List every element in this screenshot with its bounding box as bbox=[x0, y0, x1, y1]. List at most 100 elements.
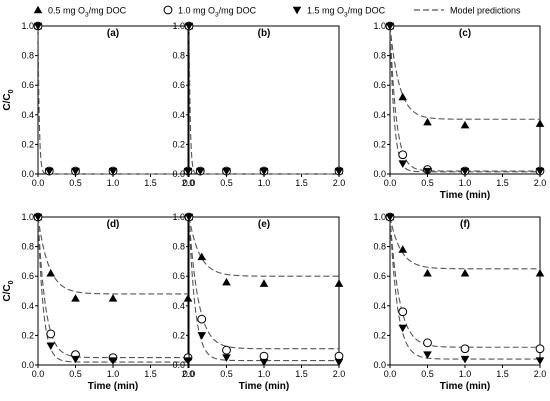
y-tick-label: 0.4 bbox=[373, 110, 386, 120]
model-curve bbox=[389, 216, 540, 270]
x-tick-label: 0.5 bbox=[220, 369, 233, 379]
data-point bbox=[33, 22, 43, 31]
data-point bbox=[44, 167, 54, 176]
model-curve bbox=[37, 216, 188, 295]
data-point bbox=[398, 324, 408, 333]
data-point bbox=[183, 294, 193, 302]
y-tick-label: 0.4 bbox=[172, 110, 185, 120]
x-tick-label: 2.0 bbox=[534, 369, 547, 379]
data-point bbox=[222, 354, 231, 362]
y-tick-label: 0.2 bbox=[373, 139, 386, 149]
x-tick-label: 1.5 bbox=[496, 369, 509, 379]
data-point bbox=[398, 307, 408, 317]
y-tick-label: 0.8 bbox=[21, 242, 34, 252]
model-curve bbox=[389, 25, 540, 120]
x-tick-label: 0.0 bbox=[384, 178, 397, 188]
y-tick-label: 0.4 bbox=[172, 301, 185, 311]
data-point bbox=[535, 268, 545, 277]
data-point bbox=[423, 268, 432, 277]
model-curve bbox=[37, 25, 188, 175]
data-point bbox=[423, 351, 432, 359]
x-tick-label: 0.5 bbox=[421, 369, 434, 379]
x-axis-label: Time (min) bbox=[239, 381, 289, 392]
y-tick-label: 0.2 bbox=[172, 139, 185, 149]
data-point bbox=[259, 358, 269, 367]
data-point bbox=[398, 245, 408, 253]
x-tick-label: 0.0 bbox=[183, 369, 196, 379]
y-tick-label: 0.4 bbox=[21, 301, 34, 311]
y-tick-label: 0.2 bbox=[21, 330, 34, 340]
data-point bbox=[385, 213, 395, 222]
x-tick-label: 0.5 bbox=[69, 178, 82, 188]
data-point bbox=[460, 268, 470, 277]
data-point bbox=[195, 167, 205, 176]
x-tick-label: 1.0 bbox=[258, 178, 271, 188]
y-tick-label: 0.0 bbox=[373, 360, 386, 370]
x-tick-label: 2.0 bbox=[333, 178, 346, 188]
data-point bbox=[222, 345, 231, 355]
data-point bbox=[108, 167, 118, 176]
plot-frame bbox=[188, 216, 340, 366]
chart-panel: 0.0 0.5 1.0 1.5 2.00.00.20.40.60.81.0(a)C/C0 bbox=[2, 21, 194, 188]
x-tick-label: 1.0 bbox=[258, 369, 271, 379]
legend: 0.5 mg O3/mg DOC 1.0 mg O3/mg DOC 1.5 mg O… bbox=[33, 5, 521, 19]
x-tick-label: 1.0 bbox=[459, 369, 472, 379]
y-tick-label: 0.0 bbox=[373, 169, 386, 179]
data-point bbox=[184, 22, 194, 31]
chart-panel: 0.0 0.5 1.0 1.5 2.0 0.0 0.2 0.4 0.6 0.8 1.0 (c) Time… bbox=[373, 21, 546, 201]
x-tick-label: 1.0 bbox=[107, 369, 120, 379]
model-curve bbox=[188, 216, 339, 350]
data-point bbox=[334, 358, 344, 367]
y-tick-label: 0.8 bbox=[172, 51, 185, 61]
x-tick-label: 2.0 bbox=[534, 178, 547, 188]
x-tick-label: 2.0 bbox=[333, 369, 346, 379]
x-tick-label: 2.0 bbox=[182, 178, 195, 188]
data-point bbox=[71, 294, 80, 302]
data-point bbox=[71, 355, 80, 364]
chart-panel: 0.0 0.5 1.0 1.5 2.00.00.20.40.60.81.0(d)Time… bbox=[2, 212, 194, 392]
data-point bbox=[460, 120, 470, 129]
data-point bbox=[183, 167, 193, 176]
y-tick-label: 0.4 bbox=[21, 110, 34, 120]
x-axis-label: Time (min) bbox=[440, 381, 490, 392]
x-axis-label: Time (min) bbox=[88, 381, 138, 392]
data-point bbox=[184, 213, 194, 222]
legend-item: Model predictions bbox=[414, 6, 521, 16]
data-point bbox=[535, 357, 545, 365]
panel-label: (d) bbox=[107, 219, 120, 230]
y-tick-label: 0.0 bbox=[21, 169, 34, 179]
data-point bbox=[423, 338, 432, 348]
x-tick-label: 0.0 bbox=[32, 369, 45, 379]
plot-frame bbox=[389, 25, 541, 175]
y-tick-label: 0.0 bbox=[172, 360, 185, 370]
x-tick-label: 1.5 bbox=[144, 369, 157, 379]
y-tick-label: 0.8 bbox=[373, 51, 386, 61]
data-point bbox=[259, 279, 269, 287]
legend-item: 1.5 mg O3/mg DOC bbox=[292, 6, 386, 19]
y-axis-label: C/C0 bbox=[2, 280, 15, 301]
data-point bbox=[385, 22, 395, 31]
y-tick-label: 0.8 bbox=[373, 242, 386, 252]
x-tick-label: 1.0 bbox=[459, 178, 472, 188]
chart-panel: 0.0 0.5 1.0 1.5 2.0 0.0 0.2 0.4 0.6 0.8 1.0 (f) Time… bbox=[373, 212, 546, 392]
data-point bbox=[423, 117, 432, 126]
data-point bbox=[46, 268, 56, 277]
panel-label: (e) bbox=[258, 219, 270, 230]
plot-frame bbox=[37, 216, 189, 366]
legend-label: Model predictions bbox=[450, 6, 521, 16]
y-tick-label: 1.0 bbox=[373, 21, 386, 31]
y-tick-label: 0.2 bbox=[373, 330, 386, 340]
x-tick-label: 1.5 bbox=[295, 369, 308, 379]
y-tick-label: 0.2 bbox=[21, 139, 34, 149]
y-tick-label: 0.6 bbox=[172, 80, 185, 90]
legend-label: 0.5 mg O3/mg DOC bbox=[48, 6, 127, 19]
data-point bbox=[222, 167, 231, 176]
y-axis-label: C/C0 bbox=[2, 89, 15, 110]
model-curve bbox=[188, 25, 339, 175]
model-curve bbox=[188, 216, 339, 277]
legend-marker bbox=[163, 5, 173, 15]
y-tick-label: 1.0 bbox=[373, 212, 386, 222]
x-tick-label: 0.5 bbox=[69, 369, 82, 379]
x-tick-label: 1.5 bbox=[496, 178, 509, 188]
